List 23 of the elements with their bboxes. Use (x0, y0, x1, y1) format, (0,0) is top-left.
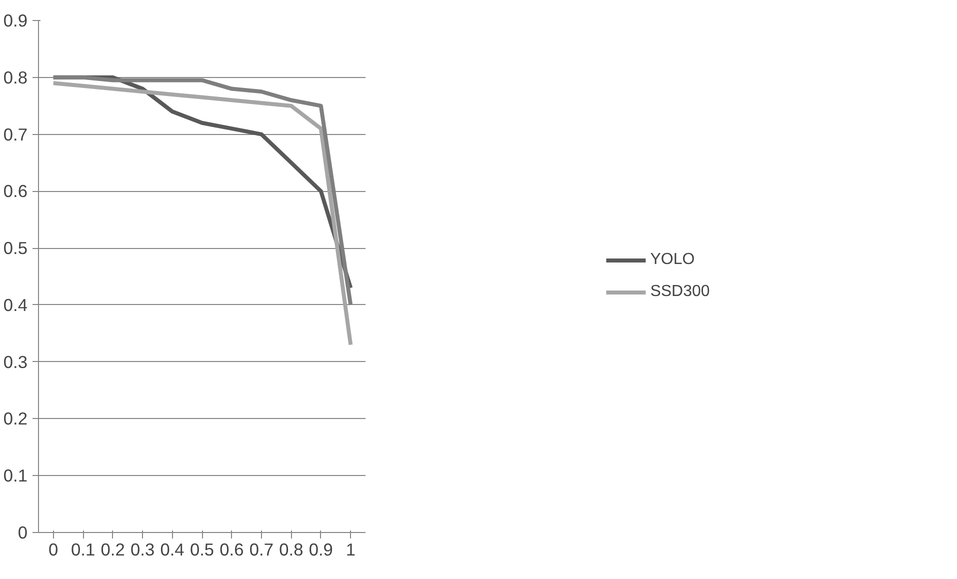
y-tick-label: 0.8 (3, 67, 28, 88)
x-tick-label: 0.8 (279, 540, 304, 560)
legend-label: SSD300 (650, 283, 710, 301)
x-tick-label: 0.6 (220, 540, 244, 560)
x-tick-label: 0.4 (160, 540, 185, 560)
y-tick-label: 0.4 (3, 294, 28, 315)
y-tick-label: 0.7 (3, 124, 28, 144)
y-tick-label: 0 (18, 522, 28, 542)
y-tick-label: 0.6 (3, 181, 28, 202)
x-tick-label: 1 (346, 540, 356, 560)
x-tick-label: 0.1 (71, 540, 96, 560)
x-tick-label: 0 (48, 540, 58, 560)
y-tick-label: 0.5 (3, 238, 28, 258)
y-tick-label: 0.3 (3, 352, 28, 372)
legend-label: YOLO (650, 251, 695, 269)
x-tick-label: 0.2 (100, 540, 125, 560)
y-tick-label: 0.2 (3, 408, 28, 429)
y-tick-label: 0.1 (3, 466, 28, 486)
x-tick-label: 0.3 (130, 540, 155, 560)
x-tick-label: 0.9 (308, 540, 333, 560)
x-tick-label: 0.5 (190, 540, 214, 560)
y-tick-label: 0.9 (3, 10, 28, 30)
x-tick-label: 0.7 (249, 540, 274, 560)
